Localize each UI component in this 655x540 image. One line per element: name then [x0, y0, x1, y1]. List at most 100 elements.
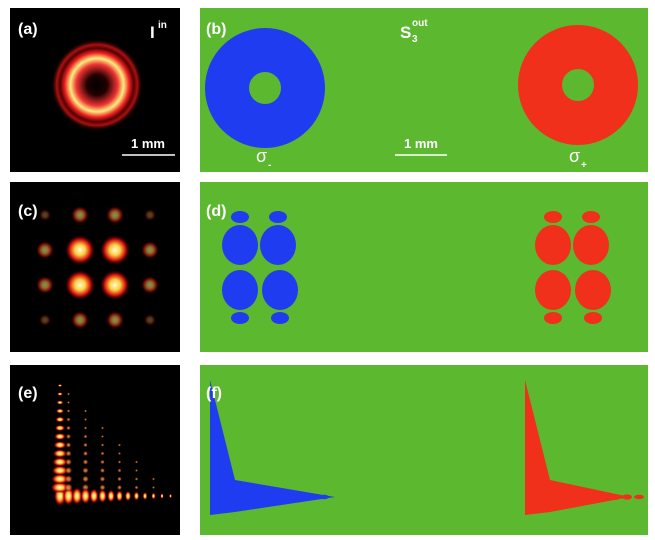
beam-lobe [144, 209, 156, 221]
beam-lobe [65, 467, 73, 475]
panel-label: (e) [18, 385, 38, 402]
polarization-label: σ [569, 146, 580, 166]
pol-lobe [586, 493, 596, 501]
beam-lobe [118, 452, 121, 455]
beam-lobe [56, 409, 64, 414]
pol-lobe [575, 270, 611, 310]
pol-lobe [610, 494, 620, 500]
beam-lobe [89, 488, 98, 503]
panel-d [200, 182, 648, 352]
beam-lobe [39, 314, 51, 326]
beam-lobe [84, 410, 87, 413]
panel-label: (b) [206, 21, 226, 38]
beam-lobe [66, 434, 71, 439]
pol-lobe [247, 492, 257, 501]
beam-lobe [65, 450, 71, 456]
beam-lobe [101, 443, 104, 446]
panel-title-sup: in [158, 20, 167, 31]
beam-lobe [101, 427, 104, 430]
beam-lobe [66, 426, 71, 431]
beam-lobe [135, 461, 138, 464]
beam-lobe [83, 443, 88, 448]
beam-lobe [54, 433, 66, 440]
beam-lobe [151, 493, 155, 500]
beam-lobe [169, 494, 172, 498]
panel-label: (d) [206, 203, 226, 220]
beam-lobe [71, 206, 89, 224]
pol-lobe [231, 211, 249, 223]
panel-title-sup: out [412, 18, 428, 29]
beam-lobe [100, 270, 130, 300]
pol-lobe [319, 495, 329, 499]
beam-lobe [66, 442, 72, 448]
pol-lobe [544, 211, 562, 223]
pol-lobe [573, 225, 609, 265]
beam-lobe [134, 491, 140, 500]
pol-lobe [598, 494, 608, 501]
beam-lobe [100, 476, 106, 482]
beam-lobe [117, 485, 122, 490]
pol-lobe [307, 494, 317, 499]
beam-lobe [55, 425, 65, 431]
beam-lobe [84, 435, 88, 439]
panel-label: (f) [206, 385, 222, 402]
panel-label: (c) [18, 203, 38, 220]
pol-lobe [271, 493, 281, 501]
beam-lobe [39, 209, 51, 221]
beam-lobe [100, 460, 105, 465]
beam-lobe [82, 476, 89, 483]
beam-lobe [81, 488, 91, 504]
beam-lobe [53, 449, 67, 457]
pol-lobe [262, 270, 298, 310]
pol-lobe [622, 494, 632, 499]
beam-lobe [135, 469, 138, 472]
beam-lobe [71, 311, 89, 329]
beam-lobe [101, 452, 105, 456]
pol-lobe [584, 312, 602, 324]
beam-lobe [58, 384, 62, 387]
pol-lobe [260, 225, 296, 265]
beam-lobe [65, 270, 95, 300]
donut-beam [51, 39, 143, 131]
panel-title: S [400, 23, 411, 42]
beam-lobe [67, 401, 70, 404]
pol-lobe [295, 494, 305, 500]
beam-lobe [82, 467, 88, 473]
pol-lobe [231, 312, 249, 324]
panel-title: I [150, 23, 155, 42]
scale-label: 1 mm [404, 136, 438, 151]
pol-lobe [550, 492, 560, 502]
beam-lobe [57, 392, 63, 395]
beam-lobe [143, 492, 148, 500]
pol-lobe [259, 493, 269, 501]
figure: (a) I in 1 mm (b) S 3 out 1 mm σ - σ + (… [0, 0, 655, 540]
beam-lobe [64, 475, 72, 483]
pol-lobe [283, 494, 293, 501]
beam-lobe [101, 435, 104, 438]
beam-lobe [135, 486, 139, 490]
beam-lobe [141, 276, 159, 294]
beam-lobe [57, 400, 64, 404]
pol-lobe [562, 492, 572, 501]
beam-lobe [117, 477, 122, 482]
beam-lobe [106, 206, 124, 224]
beam-lobe [118, 460, 121, 463]
panel-label: (a) [18, 21, 38, 38]
panel-images [10, 8, 648, 535]
pol-lobe [535, 270, 571, 310]
beam-lobe [55, 417, 64, 423]
panel-f [200, 365, 648, 535]
beam-lobe [64, 483, 73, 492]
beam-lobe [67, 418, 71, 422]
beam-lobe [84, 418, 87, 421]
beam-lobe [83, 459, 89, 465]
pol-lobe [222, 270, 258, 310]
beam-lobe [54, 441, 67, 449]
polarization-sub: + [581, 160, 587, 171]
beam-lobe [125, 491, 131, 501]
pol-lobe [222, 225, 258, 265]
pol-lobe [535, 225, 571, 265]
beam-lobe [118, 444, 121, 447]
polarization-label: σ [256, 146, 267, 166]
beam-lobe [100, 235, 130, 265]
